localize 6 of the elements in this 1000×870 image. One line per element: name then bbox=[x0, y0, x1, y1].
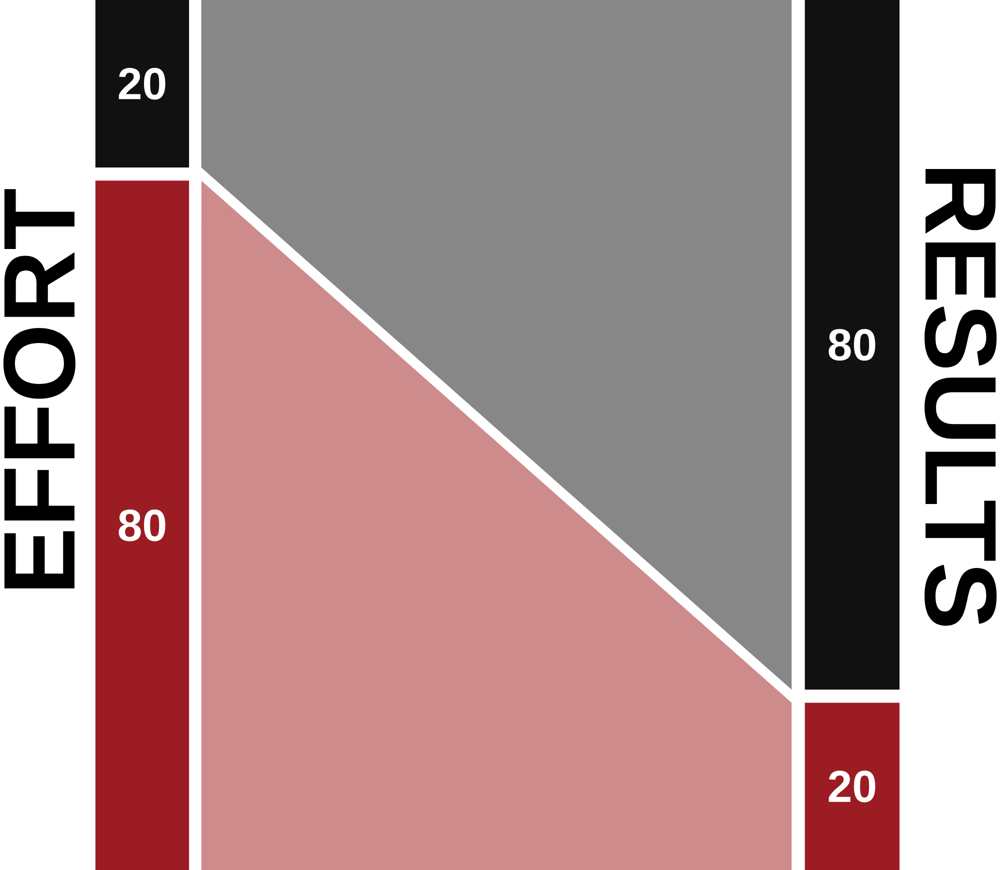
data-label: 20 bbox=[828, 770, 876, 802]
data-label: 80 bbox=[828, 328, 876, 361]
data-label: 20 bbox=[118, 68, 166, 100]
category-label: RESULTS bbox=[924, 168, 997, 626]
category-label: EFFORT bbox=[3, 189, 76, 588]
data-label: 80 bbox=[118, 509, 166, 542]
